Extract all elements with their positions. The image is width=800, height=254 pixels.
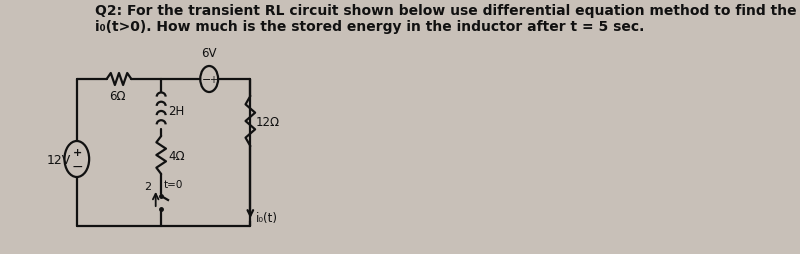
Text: −: −	[202, 75, 211, 85]
Text: 2: 2	[144, 181, 151, 191]
Text: i₀(t>0). How much is the stored energy in the inductor after t = 5 sec.: i₀(t>0). How much is the stored energy i…	[94, 20, 644, 34]
Text: 6V: 6V	[202, 47, 217, 60]
Text: i₀(t): i₀(t)	[256, 212, 278, 225]
Text: +: +	[209, 75, 217, 85]
Text: 6Ω: 6Ω	[110, 90, 126, 103]
Text: −: −	[72, 159, 83, 173]
Text: 12Ω: 12Ω	[256, 115, 280, 128]
Text: +: +	[73, 147, 82, 157]
Text: 12V: 12V	[47, 153, 71, 166]
Text: t=0: t=0	[163, 179, 182, 189]
Text: Q2: For the transient RL circuit shown below use differential equation method to: Q2: For the transient RL circuit shown b…	[94, 4, 800, 18]
Text: 2H: 2H	[168, 105, 184, 118]
Text: 4Ω: 4Ω	[168, 149, 185, 162]
